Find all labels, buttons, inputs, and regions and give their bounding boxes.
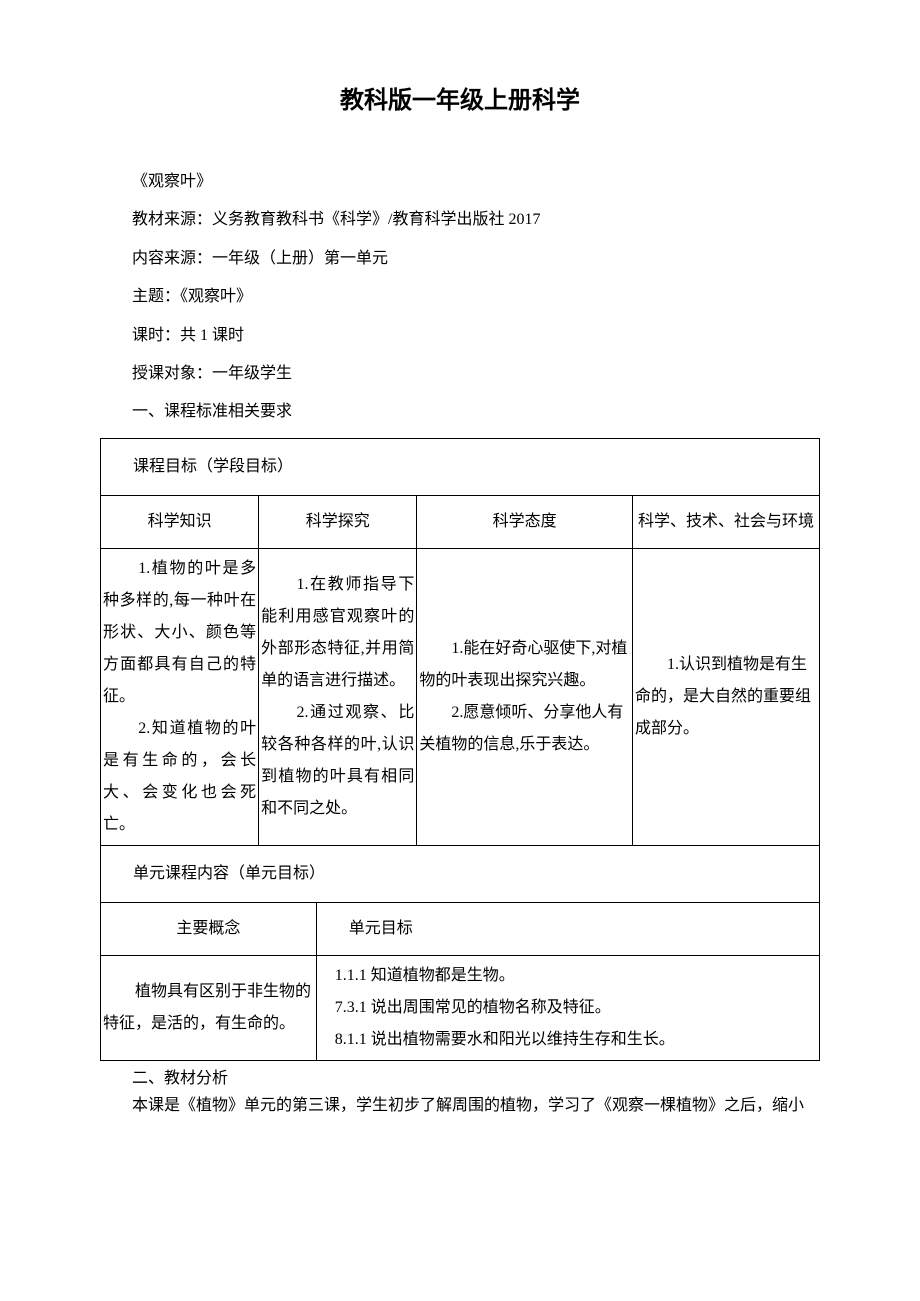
meta-lesson: 《观察叶》: [100, 163, 820, 201]
col-header-attitude: 科学态度: [417, 495, 633, 548]
unit-header: 单元课程内容（单元目标）: [101, 845, 820, 902]
section-1-heading: 一、课程标准相关要求: [100, 393, 820, 431]
unit-header-row: 单元课程内容（单元目标）: [101, 845, 820, 902]
col-header-knowledge: 科学知识: [101, 495, 259, 548]
unit-cell-concept: 植物具有区别于非生物的特征，是活的，有生命的。: [101, 955, 317, 1060]
unit-col-concept: 主要概念: [101, 903, 317, 956]
meta-topic: 主题：《观察叶》: [100, 278, 820, 316]
unit-table: 主要概念 单元目标 植物具有区别于非生物的特征，是活的，有生命的。 1.1.1 …: [100, 903, 820, 1061]
section-2: 二、教材分析 本课是《植物》单元的第三课，学生初步了解周围的植物，学习了《观察一…: [100, 1065, 820, 1119]
table-group-header: 课程目标（学段目标）: [101, 438, 820, 495]
section-2-heading: 二、教材分析: [100, 1065, 820, 1092]
table-col-header-row: 科学知识 科学探究 科学态度 科学、技术、社会与环境: [101, 495, 820, 548]
standards-table: 课程目标（学段目标） 科学知识 科学探究 科学态度 科学、技术、社会与环境 1.…: [100, 438, 820, 903]
meta-source: 教材来源：义务教育教科书《科学》/教育科学出版社 2017: [100, 201, 820, 239]
table-group-header-row: 课程目标（学段目标）: [101, 438, 820, 495]
unit-content-row: 植物具有区别于非生物的特征，是活的，有生命的。 1.1.1 知道植物都是生物。 …: [101, 955, 820, 1060]
cell-knowledge: 1.植物的叶是多种多样的,每一种叶在形状、大小、颜色等方面都具有自己的特征。 2…: [101, 548, 259, 845]
unit-col-header-row: 主要概念 单元目标: [101, 903, 820, 956]
section-2-body: 本课是《植物》单元的第三课，学生初步了解周围的植物，学习了《观察一棵植物》之后，…: [100, 1092, 820, 1119]
cell-inquiry: 1.在教师指导下能利用感官观察叶的外部形态特征,并用简单的语言进行描述。 2.通…: [259, 548, 417, 845]
table-content-row: 1.植物的叶是多种多样的,每一种叶在形状、大小、颜色等方面都具有自己的特征。 2…: [101, 548, 820, 845]
meta-audience: 授课对象：一年级学生: [100, 355, 820, 393]
unit-col-target: 单元目标: [316, 903, 819, 956]
cell-stse: 1.认识到植物是有生命的，是大自然的重要组成部分。: [633, 548, 820, 845]
meta-content-from: 内容来源：一年级（上册）第一单元: [100, 240, 820, 278]
page-title: 教科版一年级上册科学: [100, 80, 820, 115]
cell-attitude: 1.能在好奇心驱使下,对植物的叶表现出探究兴趣。 2.愿意倾听、分享他人有关植物…: [417, 548, 633, 845]
col-header-stse: 科学、技术、社会与环境: [633, 495, 820, 548]
meta-periods: 课时：共 1 课时: [100, 317, 820, 355]
unit-cell-target: 1.1.1 知道植物都是生物。 7.3.1 说出周围常见的植物名称及特征。 8.…: [316, 955, 819, 1060]
col-header-inquiry: 科学探究: [259, 495, 417, 548]
